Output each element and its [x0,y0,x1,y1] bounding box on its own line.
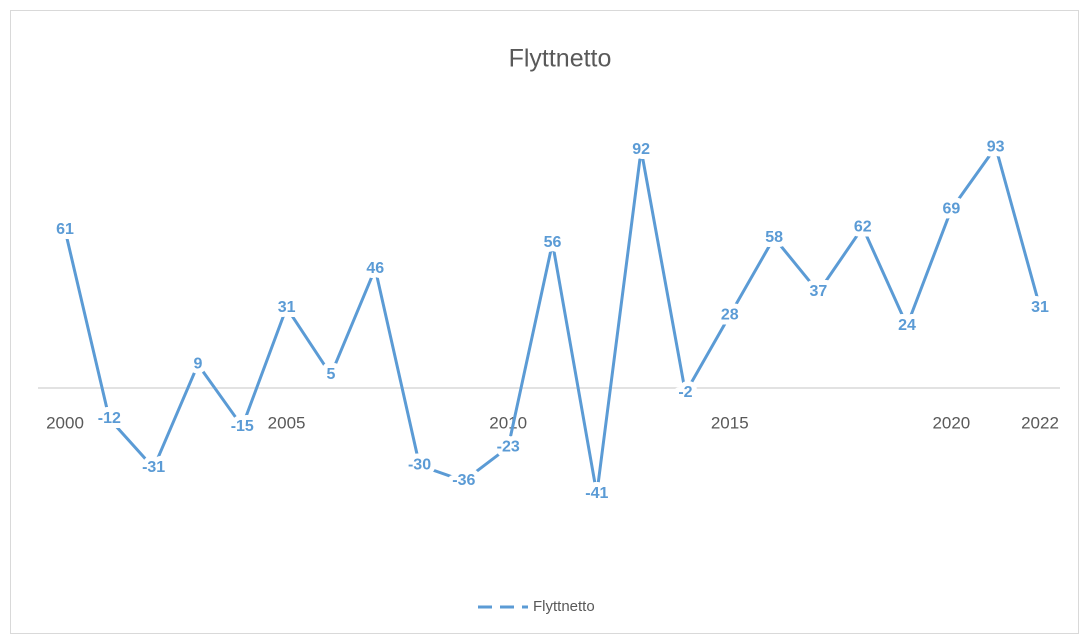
data-label: 62 [854,219,872,236]
data-label: -31 [142,459,165,476]
x-tick-label: 2020 [932,413,970,432]
data-label: -23 [497,438,520,455]
data-label: 92 [632,141,650,158]
data-label: -36 [452,472,475,489]
data-label: 56 [544,234,562,251]
chart-frame [10,10,1079,634]
data-label: 24 [898,317,916,334]
line [63,145,1042,496]
x-tick-label: 2015 [711,413,749,432]
x-tick-label: 2010 [489,413,527,432]
data-label: -12 [98,410,121,427]
data-label: -2 [678,384,692,401]
data-label: 61 [56,221,74,238]
x-tick-label: 2005 [268,413,306,432]
data-label: 37 [810,283,828,300]
data-label: 5 [326,366,335,383]
data-label: 28 [721,307,739,324]
chart-title: Flyttnetto [509,45,612,73]
data-label: 69 [942,200,960,217]
data-label: 31 [278,299,296,316]
legend-label: Flyttnetto [533,598,595,615]
x-tick-label: 2022 [1021,413,1059,432]
data-label: -30 [408,457,431,474]
data-label: 31 [1031,299,1049,316]
data-label: 9 [194,356,203,373]
data-label: 46 [366,260,384,277]
data-label: 93 [987,138,1005,155]
x-tick-label: 2000 [46,413,84,432]
data-label: 58 [765,229,783,246]
data-label: -15 [231,418,254,435]
data-label: -41 [585,485,608,502]
